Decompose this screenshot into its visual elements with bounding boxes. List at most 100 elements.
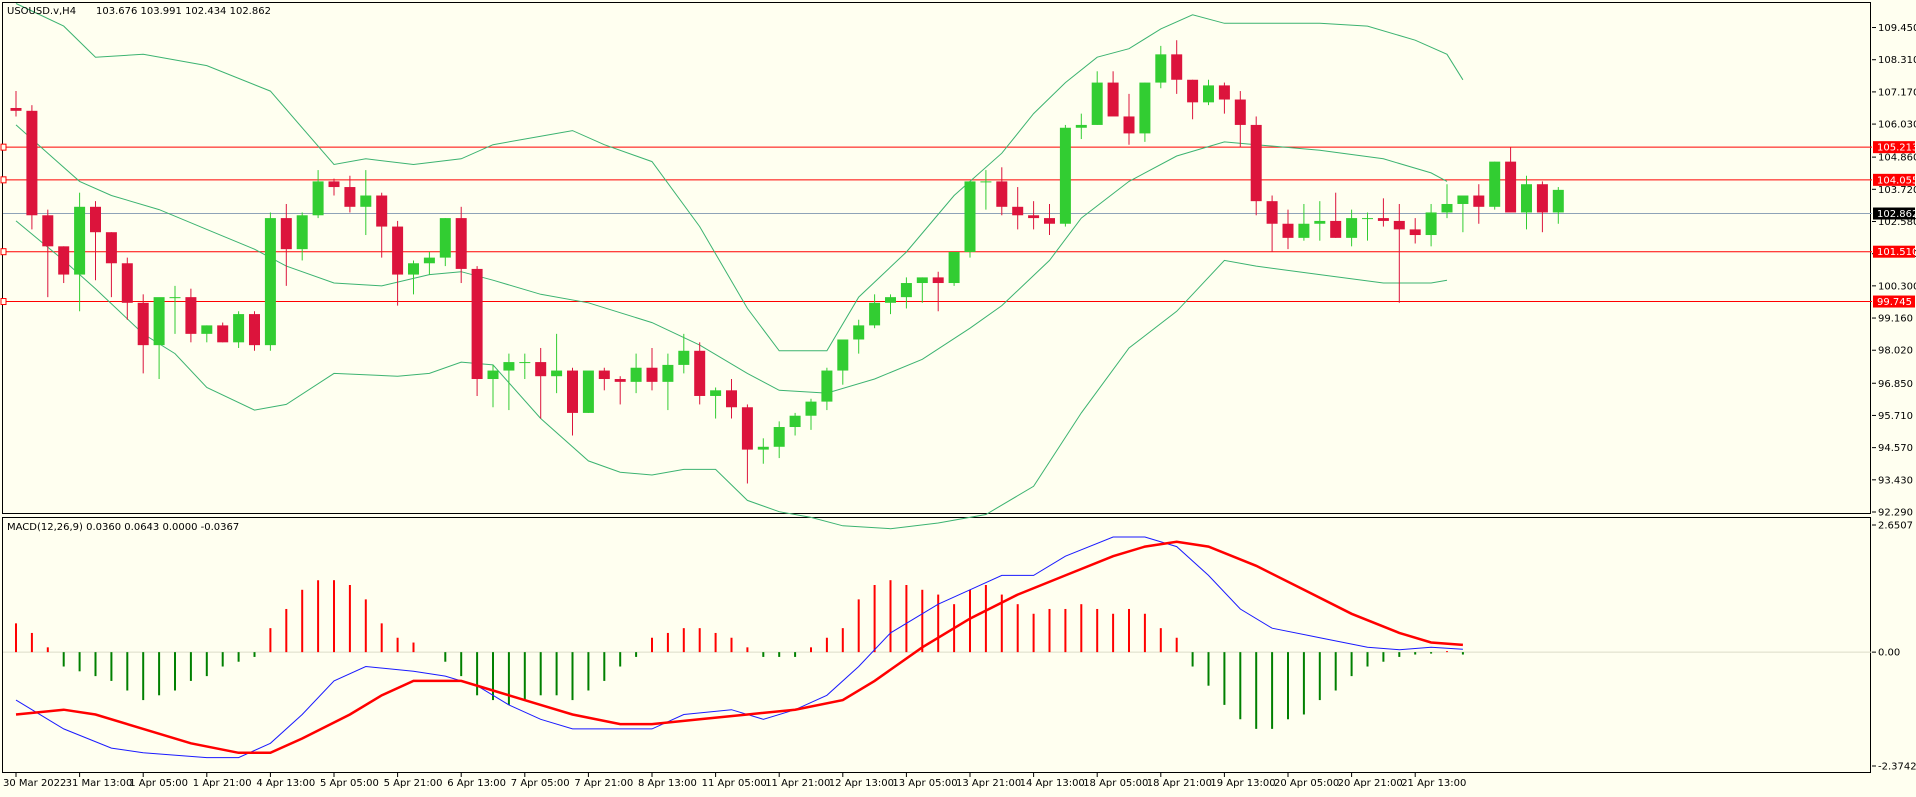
level-handle: [0, 176, 7, 184]
time-tick-label: 1 Apr 21:00: [193, 778, 252, 789]
candle-bearish: [105, 232, 117, 264]
candle-bearish: [344, 187, 356, 207]
macd-tick-label: -2.3742: [1878, 762, 1916, 773]
candle-bearish: [1218, 85, 1230, 100]
candle-bullish: [1552, 189, 1564, 213]
price-tick-label: 106.030: [1878, 120, 1916, 131]
bollinger-lower-band: [15, 220, 1448, 530]
candle-bearish: [1012, 206, 1024, 216]
candle-bearish: [249, 314, 260, 346]
macd-label: MACD(12,26,9) 0.0360 0.0643 0.0000 -0.03…: [7, 522, 239, 533]
candle-bullish: [1091, 82, 1103, 125]
candle-bullish: [821, 370, 833, 402]
candle-bullish: [757, 446, 769, 450]
time-tick-label: 30 Mar 2022: [3, 778, 66, 789]
candle-bearish: [392, 226, 404, 275]
candle-bullish: [233, 314, 245, 343]
candle-bearish: [1171, 54, 1183, 80]
price-pane: [0, 3, 1872, 530]
candle-bullish: [853, 325, 865, 340]
price-tick-label: 100.300: [1878, 281, 1916, 292]
price-tick-label: 92.290: [1878, 508, 1913, 519]
candle-bullish: [582, 370, 594, 413]
candle-bearish: [1473, 195, 1485, 207]
chart-symbol: USOUSD.v,H4: [7, 6, 76, 17]
candle-bearish: [598, 370, 610, 380]
level-price-label: 101.510: [1877, 247, 1916, 258]
price-tick-label: 102.580: [1878, 217, 1916, 228]
candle-bullish: [678, 350, 690, 365]
candle-bearish: [1028, 215, 1040, 219]
price-tick-label: 103.720: [1878, 185, 1916, 196]
time-tick-label: 31 Mar 13:00: [66, 778, 133, 789]
candle-bullish: [885, 297, 896, 303]
candle-bullish: [1059, 127, 1071, 224]
candle-bearish: [1505, 161, 1517, 213]
macd-pane-frame: [2, 517, 1871, 773]
price-tick-label: 96.850: [1878, 379, 1913, 390]
time-tick-label: 5 Apr 05:00: [320, 778, 379, 789]
level-price-tag: [1873, 141, 1915, 154]
level-price-label: 99.745: [1877, 297, 1912, 308]
macd-tick-label: 2.6507: [1878, 521, 1913, 532]
candle-bullish: [1346, 218, 1358, 238]
time-tick-label: 13 Apr 21:00: [956, 778, 1021, 789]
price-tick-label: 104.860: [1878, 153, 1916, 164]
candle-bearish: [1393, 220, 1405, 230]
candle-bullish: [1314, 220, 1326, 224]
candle-bearish: [10, 107, 22, 111]
price-tick-label: 109.450: [1878, 23, 1916, 34]
candle-bearish: [646, 367, 658, 382]
level-price-tag: [1873, 295, 1915, 308]
time-tick-label: 6 Apr 13:00: [447, 778, 506, 789]
level-price-tag: [1873, 173, 1915, 186]
candle-bearish: [185, 297, 197, 334]
level-price-tag: [1873, 245, 1915, 258]
candle-bullish: [900, 283, 912, 298]
candle-bullish: [789, 415, 801, 428]
candle-bearish: [1266, 201, 1278, 224]
candle-bearish: [328, 181, 340, 188]
candle-bullish: [153, 297, 165, 346]
candle-bullish: [296, 215, 308, 250]
time-tick-label: 8 Apr 13:00: [638, 778, 697, 789]
time-tick-label: 11 Apr 21:00: [765, 778, 830, 789]
candle-bullish: [1457, 195, 1469, 204]
candle-bullish: [1203, 85, 1214, 103]
candle-bullish: [710, 390, 722, 396]
candle-bearish: [90, 206, 101, 233]
candle-bullish: [312, 181, 324, 216]
candle-bearish: [1282, 223, 1294, 238]
price-tick-label: 108.310: [1878, 55, 1916, 66]
level-price-label: 104.055: [1877, 175, 1916, 186]
price-tick-label: 93.430: [1878, 475, 1913, 486]
chart-ohlc: 103.676 103.991 102.434 102.862: [96, 6, 271, 17]
candle-bullish: [1298, 223, 1310, 238]
candle-bullish: [74, 206, 86, 275]
time-tick-label: 12 Apr 13:00: [829, 778, 894, 789]
candle-bullish: [964, 181, 976, 252]
candle-bearish: [217, 325, 229, 343]
candle-bearish: [471, 268, 483, 380]
level-handle: [0, 248, 7, 256]
candle-bearish: [614, 379, 626, 382]
level-handle: [0, 143, 7, 151]
time-tick-label: 13 Apr 05:00: [892, 778, 957, 789]
candle-bearish: [1187, 79, 1199, 103]
candle-bullish: [1075, 124, 1087, 128]
candle-bullish: [948, 251, 960, 284]
candle-bullish: [869, 302, 881, 326]
time-tick-label: 1 Apr 05:00: [129, 778, 188, 789]
candle-bullish: [1441, 203, 1453, 213]
price-tick-label: 98.020: [1878, 346, 1913, 357]
candle-bearish: [1234, 99, 1246, 125]
candle-bearish: [741, 407, 753, 450]
candle-bearish: [996, 181, 1008, 207]
candle-bullish: [1139, 82, 1151, 134]
time-tick-label: 7 Apr 05:00: [511, 778, 570, 789]
candle-bearish: [121, 263, 133, 303]
level-handle: [0, 298, 7, 306]
candle-bullish: [1489, 161, 1501, 207]
